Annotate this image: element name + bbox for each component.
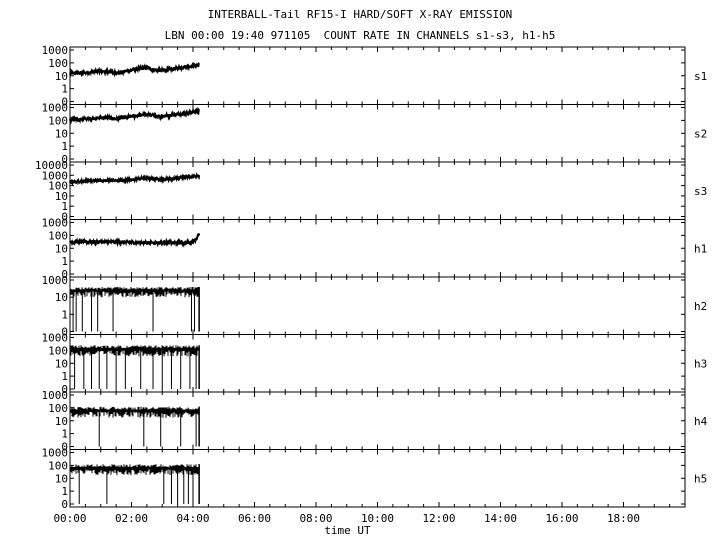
x-tick-label: 00:00	[53, 512, 86, 525]
x-axis-label: time UT	[324, 524, 371, 537]
chart-title: INTERBALL-Tail RF15-I HARD/SOFT X-RAY EM…	[207, 8, 513, 21]
y-tick-label: 1000	[42, 217, 69, 230]
y-tick-label: 0	[61, 441, 68, 454]
channel-label-h3: h3	[694, 357, 707, 370]
panel-frame	[69, 276, 686, 335]
series-bursts-h4	[70, 406, 200, 418]
x-tick-label: 12:00	[422, 512, 455, 525]
y-tick-label: 0	[61, 326, 68, 339]
y-tick-label: 0	[61, 498, 68, 511]
series-line-h1	[69, 233, 201, 248]
y-tick-label: 0	[61, 153, 68, 166]
y-tick-label: 100	[48, 344, 68, 357]
series-line-s3	[69, 172, 201, 187]
y-tick-label: 1000	[42, 44, 69, 57]
x-tick-label: 14:00	[484, 512, 517, 525]
y-tick-label: 1000	[42, 274, 69, 287]
y-tick-label: 1000	[42, 332, 69, 345]
x-tick-label: 10:00	[361, 512, 394, 525]
y-tick-label: 100	[48, 114, 68, 127]
channel-label-h4: h4	[694, 415, 708, 428]
x-tick-label: 08:00	[299, 512, 332, 525]
y-tick-label: 1000	[42, 102, 69, 115]
y-tick-label: 1	[61, 83, 68, 96]
channel-label-h5: h5	[694, 472, 707, 485]
y-tick-label: 10	[55, 415, 68, 428]
y-tick-label: 0	[61, 96, 68, 109]
panel-frame	[69, 161, 686, 220]
channel-label-s2: s2	[694, 127, 707, 140]
panel-frame	[69, 46, 686, 105]
series-bursts-h3	[70, 345, 200, 357]
channel-label-s3: s3	[694, 185, 707, 198]
y-tick-label: 1000	[42, 169, 69, 182]
y-tick-label: 1	[61, 255, 68, 268]
panel-frame	[69, 449, 686, 508]
y-tick-label: 0	[61, 383, 68, 396]
y-tick-label: 100	[48, 180, 68, 193]
y-tick-label: 1	[61, 428, 68, 441]
chart-subtitle: LBN 00:00 19:40 971105 COUNT RATE IN CHA…	[164, 29, 556, 42]
series-bursts-h5	[70, 464, 200, 476]
y-tick-label: 1	[61, 140, 68, 153]
y-tick-label: 1000	[42, 447, 69, 460]
y-tick-label: 10	[55, 70, 68, 83]
y-tick-label: 1000	[42, 389, 69, 402]
panel-frame	[69, 104, 686, 163]
channel-label-h1: h1	[694, 242, 707, 255]
channel-label-s1: s1	[694, 70, 707, 83]
y-tick-label: 100	[48, 229, 68, 242]
y-tick-label: 0	[61, 268, 68, 281]
series-line-s1	[69, 61, 200, 78]
y-tick-label: 100	[48, 402, 68, 415]
y-tick-label: 10	[55, 190, 68, 203]
x-tick-label: 02:00	[115, 512, 148, 525]
x-tick-label: 04:00	[176, 512, 209, 525]
x-tick-label: 18:00	[607, 512, 640, 525]
series-bursts-h2	[70, 286, 200, 298]
panel-frame	[69, 219, 686, 278]
y-tick-label: 0	[61, 211, 68, 224]
y-tick-label: 10	[55, 472, 68, 485]
y-tick-label: 10	[55, 242, 68, 255]
y-tick-label: 100	[48, 459, 68, 472]
series-line-s2	[69, 106, 200, 125]
y-tick-label: 10	[55, 357, 68, 370]
y-tick-label: 10000	[35, 159, 68, 172]
y-tick-label: 1	[61, 200, 68, 213]
x-tick-label: 06:00	[238, 512, 271, 525]
y-tick-label: 1	[61, 308, 68, 321]
y-tick-label: 1	[61, 370, 68, 383]
panel-frame	[69, 391, 686, 450]
y-tick-label: 10	[55, 291, 68, 304]
y-tick-label: 10	[55, 127, 68, 140]
y-tick-label: 1	[61, 485, 68, 498]
x-tick-label: 16:00	[545, 512, 578, 525]
channel-label-h2: h2	[694, 300, 707, 313]
y-tick-label: 100	[48, 57, 68, 70]
